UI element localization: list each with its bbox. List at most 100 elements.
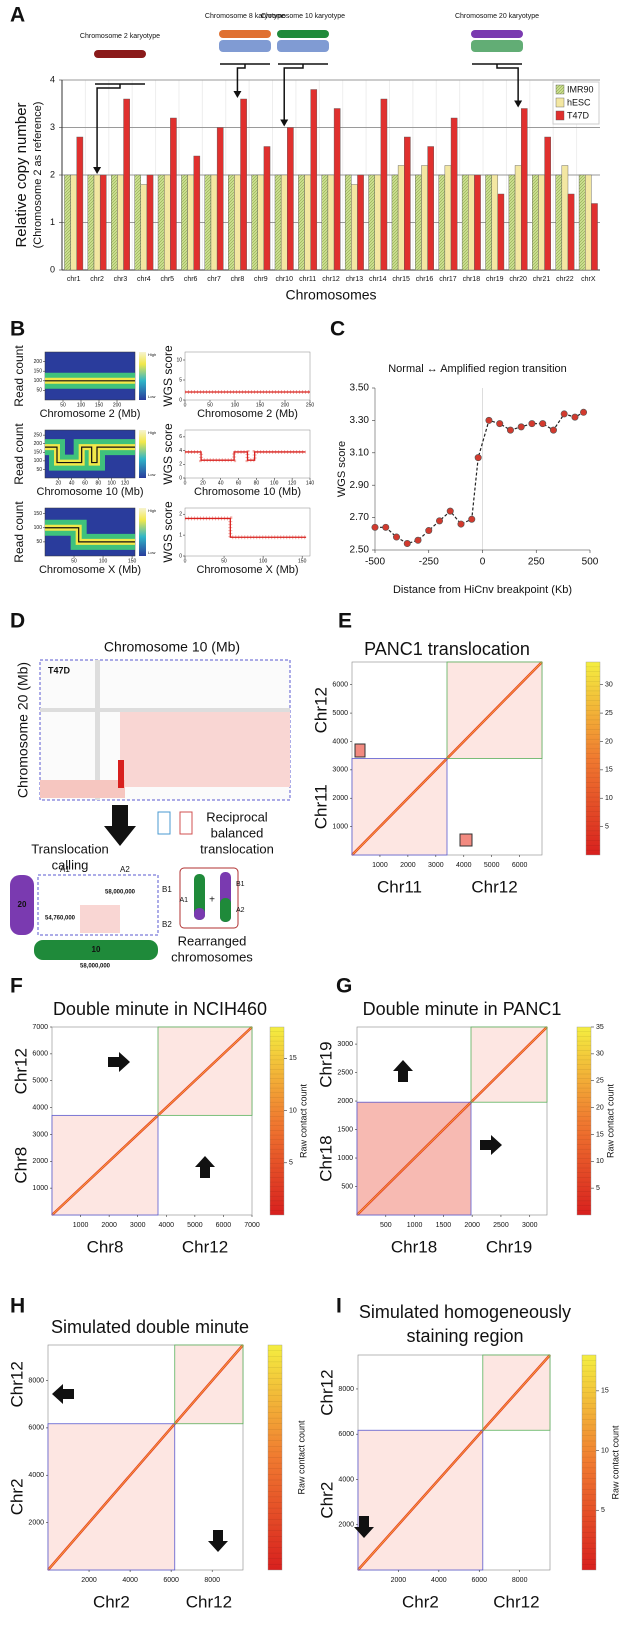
y-axis-title: WGS score <box>161 345 175 407</box>
x-tick-label: chr10 <box>275 276 293 283</box>
chart-title: PANC1 translocation <box>364 639 530 659</box>
plot-frame <box>184 507 311 557</box>
y-tick-label: 2000 <box>338 1522 354 1529</box>
bar <box>567 193 575 271</box>
bar <box>321 174 329 271</box>
x-tick-label: chr18 <box>463 276 481 283</box>
bar <box>146 174 154 271</box>
bar <box>438 174 446 271</box>
x-tick-label: chr2 <box>90 276 104 283</box>
y-group-label: Chr2 <box>7 1478 26 1515</box>
y-axis-title: Read count <box>12 423 26 485</box>
d-result: Reciprocal <box>206 809 268 824</box>
y-tick-label: 50 <box>36 539 42 545</box>
x-tick-label: 1000 <box>407 1222 423 1229</box>
y-tick-label: 3000 <box>32 1131 48 1138</box>
y-group-label: Chr12 <box>317 1369 336 1415</box>
y-axis-title: WGS score <box>161 423 175 485</box>
bar <box>234 174 241 271</box>
x-tick-label: 250 <box>306 402 315 408</box>
bar <box>70 174 77 271</box>
bar <box>280 174 288 271</box>
x-tick-label: 3000 <box>522 1222 538 1229</box>
colorbar-label: High <box>148 430 156 435</box>
point <box>371 523 379 531</box>
y-tick-label: 150 <box>34 369 43 375</box>
panel-letter: E <box>338 610 352 633</box>
bar <box>374 174 382 271</box>
x-group-label: Chr11 <box>377 877 422 896</box>
x-tick-label: 8000 <box>512 1577 528 1584</box>
point <box>571 413 579 421</box>
x-tick-label: 150 <box>256 402 265 408</box>
bar <box>415 174 422 271</box>
colorbar-label: High <box>148 508 156 513</box>
x-tick-label: 200 <box>281 402 290 408</box>
colorbar-tick-label: 10 <box>596 1158 604 1165</box>
x-tick-label: 40 <box>218 480 224 486</box>
y-tick-label: 2.50 <box>350 545 370 556</box>
bar <box>163 174 171 271</box>
colorbar-tick-label: 20 <box>596 1104 604 1111</box>
annotation-arrow <box>95 83 145 169</box>
block-outline <box>357 1429 484 1571</box>
point <box>560 410 568 418</box>
colorbar-tick-label: 30 <box>596 1051 604 1058</box>
colorbar-tick-label: 10 <box>601 1447 609 1454</box>
point <box>517 423 525 431</box>
annotation: Chromosome 10 karyotype <box>261 13 345 20</box>
bar <box>111 174 118 271</box>
bar <box>508 174 516 271</box>
bar <box>157 174 165 271</box>
map-diagonal-core <box>47 1344 244 1571</box>
bar <box>93 174 101 271</box>
d-result: balanced <box>211 825 264 840</box>
colorbar-tick-label: 5 <box>601 1507 605 1514</box>
y-group-label: Chr12 <box>311 687 330 733</box>
colorbar <box>581 1354 597 1571</box>
y-tick-label: 0 <box>179 397 182 403</box>
bar <box>468 174 475 271</box>
bar <box>134 174 141 271</box>
x-tick-label: 2000 <box>391 1577 407 1584</box>
x-tick-label: chr12 <box>322 276 340 283</box>
colorbar-label: Low <box>148 394 155 399</box>
arrow <box>108 1052 130 1072</box>
point <box>485 416 493 424</box>
bar <box>591 203 598 271</box>
block-outline <box>482 1354 551 1431</box>
panel-letter: B <box>10 318 25 341</box>
legend-label: IMR90 <box>567 84 594 94</box>
chart-title: staining region <box>406 1326 523 1346</box>
d-segment: B1 <box>162 885 172 894</box>
arrow <box>52 1384 74 1404</box>
d-block <box>118 760 124 788</box>
y-tick-label: 4000 <box>338 1476 354 1483</box>
translocation-box <box>459 833 473 847</box>
y-tick-label: 6000 <box>338 1431 354 1438</box>
colorbar-tick-label: 20 <box>605 738 613 745</box>
x-tick-label: 8000 <box>204 1577 220 1584</box>
karyotype-icon <box>277 40 329 52</box>
karyotype-icon <box>219 40 271 52</box>
y-axis-note: (Chromosome 2 as reference) <box>32 102 44 249</box>
x-tick-label: 50 <box>60 402 66 408</box>
bar <box>193 155 201 271</box>
bar <box>287 127 294 271</box>
y-tick-label: 6000 <box>32 1051 48 1058</box>
x-tick-label: 2000 <box>400 862 416 869</box>
x-tick-label: 50 <box>71 558 77 564</box>
x-axis-title: Chromosome X (Mb) <box>196 564 298 576</box>
x-tick-label: 5000 <box>187 1222 203 1229</box>
bar <box>117 174 124 271</box>
x-tick-label: 2500 <box>493 1222 509 1229</box>
point <box>425 527 433 535</box>
arrow <box>480 1135 502 1155</box>
colorbar <box>585 661 601 856</box>
x-tick-label: 0 <box>184 480 187 486</box>
bar <box>357 174 364 271</box>
y-tick-label: 150 <box>34 511 43 517</box>
x-axis-title: Chromosome 10 (Mb) <box>194 486 301 498</box>
y-tick-label: 3 <box>50 122 55 132</box>
